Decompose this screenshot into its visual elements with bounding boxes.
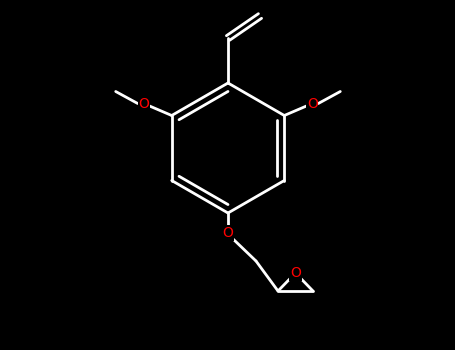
Text: O: O [222, 226, 233, 240]
Text: O: O [290, 266, 301, 280]
Text: O: O [138, 97, 149, 111]
Text: O: O [307, 97, 318, 111]
